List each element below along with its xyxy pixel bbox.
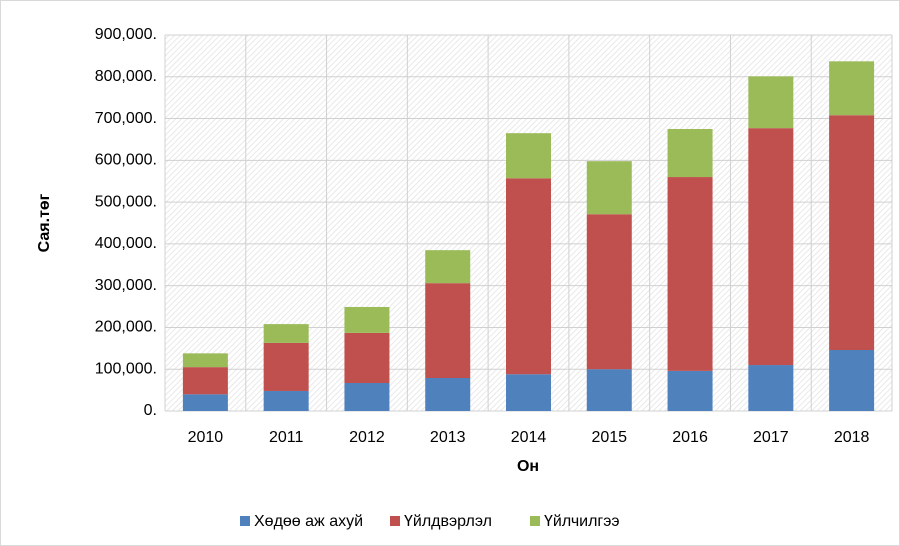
bar-segment (667, 370, 713, 411)
bar-segment (829, 61, 875, 116)
x-tick-label: 2017 (753, 429, 789, 446)
y-tick-label: 400,000. (95, 235, 157, 252)
bar-segment (182, 367, 228, 395)
bar-segment (506, 133, 551, 179)
x-tick-label: 2015 (591, 429, 627, 446)
bar-segment (344, 332, 390, 384)
x-tick-label: 2016 (672, 429, 708, 446)
bar-segment (667, 177, 713, 371)
bar-segment (263, 342, 309, 391)
x-tick-label: 2010 (188, 429, 224, 446)
y-tick-label: 0. (144, 402, 157, 419)
y-tick-label: 300,000. (95, 277, 157, 294)
y-tick-label: 200,000. (95, 319, 157, 336)
bar-segment (182, 353, 228, 368)
bar-segment (344, 383, 390, 411)
x-tick-label: 2014 (511, 429, 547, 446)
y-axis-label: Сая.төг (36, 193, 53, 252)
x-tick-label: 2012 (349, 429, 385, 446)
bar-segment (748, 128, 794, 366)
bar-segment (586, 369, 632, 411)
bar-segment (425, 283, 471, 378)
legend-label: Үйлдвэрлэл (404, 513, 492, 530)
legend-swatch (530, 516, 540, 526)
legend-swatch (240, 516, 250, 526)
y-tick-label: 900,000. (95, 26, 157, 43)
bar-segment (425, 250, 471, 284)
y-tick-label: 500,000. (95, 193, 157, 210)
y-tick-label: 100,000. (95, 360, 157, 377)
bar-segment (263, 390, 309, 411)
bar-segment (586, 161, 632, 215)
x-tick-label: 2018 (834, 429, 870, 446)
bar-segment (263, 324, 309, 343)
bar-segment (506, 374, 551, 411)
bar-segment (425, 377, 471, 411)
y-tick-label: 800,000. (95, 68, 157, 85)
bar-segment (344, 306, 390, 333)
bar-segment (748, 365, 794, 411)
bar-segment (586, 214, 632, 370)
bar-segment (748, 76, 794, 129)
legend-label: Үйлчилгээ (544, 513, 620, 530)
bar-segment (667, 129, 713, 178)
x-axis-label: Он (517, 458, 539, 475)
bar-segment (506, 178, 551, 375)
x-tick-label: 2011 (269, 429, 304, 446)
legend-swatch (390, 516, 400, 526)
y-tick-label: 600,000. (95, 152, 157, 169)
bar-segment (182, 394, 228, 411)
y-tick-label: 700,000. (95, 110, 157, 127)
legend-label: Хөдөө аж ахуй (254, 513, 363, 530)
x-tick-label: 2013 (430, 429, 466, 446)
bar-segment (829, 350, 875, 411)
bar-segment (829, 115, 875, 351)
